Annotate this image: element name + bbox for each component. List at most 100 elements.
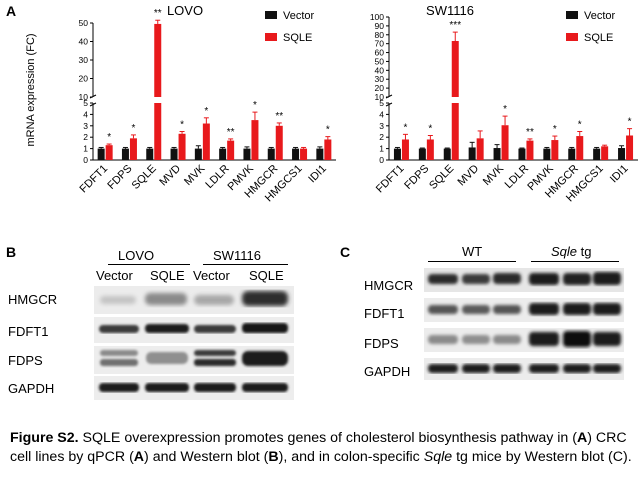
significance-marker: ** <box>526 127 534 138</box>
bar-sqle-mvd <box>476 138 484 160</box>
blot-label-fdps: FDPS <box>8 353 43 368</box>
y-tick-label: 80 <box>375 30 385 40</box>
bar-sqle-pmvk <box>251 120 259 160</box>
bar-sqle-sqle <box>154 103 162 160</box>
y-tick-label: 3 <box>379 121 384 131</box>
figure-caption: Figure S2. SQLE overexpression promotes … <box>10 430 632 465</box>
bar-sqle-mvd <box>178 133 186 160</box>
bar-sqle-pmvk <box>551 140 559 160</box>
significance-marker: * <box>253 100 257 111</box>
bar-sqle-sqle <box>451 103 459 160</box>
bar-vector-sqle <box>443 148 451 160</box>
group-label-sqle-tg: Sqle tg <box>551 244 592 259</box>
bar-vector-fdps <box>418 148 426 160</box>
blot-image-b <box>94 286 294 400</box>
significance-marker: * <box>326 125 330 136</box>
significance-marker: * <box>628 117 632 128</box>
bar-vector-ldlr <box>219 148 227 160</box>
y-tick-label: 90 <box>375 21 385 31</box>
axis-break-mark <box>89 102 97 107</box>
lane-label-1: Vector <box>96 268 133 283</box>
x-tick-label: MVD <box>455 163 481 189</box>
y-tick-label: 60 <box>375 48 385 58</box>
chart-lovo: LOVO0123451020304050*FDFT1*FDPS**SQLE*MV… <box>78 3 336 204</box>
caption-label: Figure S2. <box>10 430 79 446</box>
y-tick-label: 4 <box>83 109 88 119</box>
bar-sqle-hmgcr <box>275 125 283 160</box>
group-label-wt: WT <box>462 244 483 259</box>
bar-sqle-fdft1 <box>401 139 409 160</box>
y-tick-label: 20 <box>375 83 385 93</box>
blot-label-hmgcr-c: HMGCR <box>364 278 414 293</box>
bar-sqle-ldlr <box>227 140 235 160</box>
y-tick-label: 0 <box>379 155 384 165</box>
group-underline-lovo <box>108 264 190 265</box>
legend-label-sqle: SQLE <box>584 32 613 44</box>
y-tick-label: 10 <box>79 92 89 102</box>
bar-vector-hmgcr <box>267 148 275 160</box>
x-tick-label: MVK <box>481 162 507 188</box>
legend-swatch-sqle <box>566 33 578 41</box>
y-tick-label: 4 <box>379 109 384 119</box>
bar-vector-pmvk <box>243 148 251 160</box>
bar-vector-mvk <box>194 148 202 160</box>
blot-label-hmgcr: HMGCR <box>8 292 58 307</box>
bar-sqle-fdps <box>129 138 137 160</box>
y-tick-label: 30 <box>375 74 385 84</box>
y-tick-label: 70 <box>375 39 385 49</box>
significance-marker: * <box>553 124 557 135</box>
bar-vector-sqle <box>146 148 154 160</box>
legend-swatch-vector <box>265 11 277 19</box>
legend-label-sqle: SQLE <box>283 32 312 44</box>
blot-label-gapdh-c: GAPDH <box>364 364 411 379</box>
group-underline-wt <box>428 261 516 262</box>
panel-a-letter: A <box>6 3 16 19</box>
panel-c: C WT Sqle tg HMGCR FDFT1 FDPS GAPDH <box>330 236 640 426</box>
bar-vector-hmgcr <box>568 148 576 160</box>
y-tick-label: 20 <box>79 74 89 84</box>
significance-marker: ** <box>275 111 283 122</box>
lane-label-2: SQLE <box>150 268 185 283</box>
x-tick-label: FDFT1 <box>78 163 111 196</box>
y-tick-label: 40 <box>79 37 89 47</box>
bar-sqle-idi1 <box>626 135 634 160</box>
chart-title: SW1116 <box>426 3 474 18</box>
x-tick-label: SQLE <box>427 163 456 192</box>
bar-sqle-ldlr <box>526 140 534 160</box>
bar-vector-mvk <box>493 148 501 160</box>
legend-label-vector: Vector <box>283 10 315 22</box>
bar-sqle-hmgcs1 <box>300 148 308 160</box>
x-tick-label: IDI1 <box>608 163 631 186</box>
significance-marker: * <box>403 122 407 133</box>
bar-sqle-sqle-upper <box>451 41 459 97</box>
group-underline-sqle-tg <box>531 261 619 262</box>
panel-a-charts: A mRNA expression (FC) LOVO0123451020304… <box>6 3 638 204</box>
significance-marker: * <box>503 104 507 115</box>
legend-swatch-vector <box>566 11 578 19</box>
bar-sqle-idi1 <box>324 139 332 160</box>
bar-vector-ldlr <box>518 148 526 160</box>
y-tick-label: 30 <box>79 55 89 65</box>
x-tick-label: IDI1 <box>306 163 329 186</box>
bar-sqle-mvk <box>202 123 210 160</box>
lane-label-3: Vector <box>193 268 230 283</box>
bar-vector-fdft1 <box>97 148 105 160</box>
y-tick-label: 10 <box>375 92 385 102</box>
bar-sqle-sqle-upper <box>154 23 162 97</box>
significance-marker: * <box>131 123 135 134</box>
bar-vector-fdps <box>121 148 129 160</box>
bar-sqle-mvk <box>501 125 509 160</box>
significance-marker: *** <box>449 20 461 31</box>
group-label-sw1116: SW1116 <box>213 248 261 263</box>
blot-label-fdft1-c: FDFT1 <box>364 306 405 321</box>
y-tick-label: 2 <box>83 132 88 142</box>
bar-vector-hmgcs1 <box>292 148 300 160</box>
x-tick-label: FDPS <box>402 163 431 192</box>
y-tick-label: 50 <box>375 56 385 66</box>
significance-marker: * <box>204 106 208 117</box>
x-tick-label: MVD <box>157 163 183 189</box>
y-tick-label: 3 <box>83 121 88 131</box>
panel-c-letter: C <box>340 244 351 260</box>
bar-vector-idi1 <box>618 148 626 160</box>
